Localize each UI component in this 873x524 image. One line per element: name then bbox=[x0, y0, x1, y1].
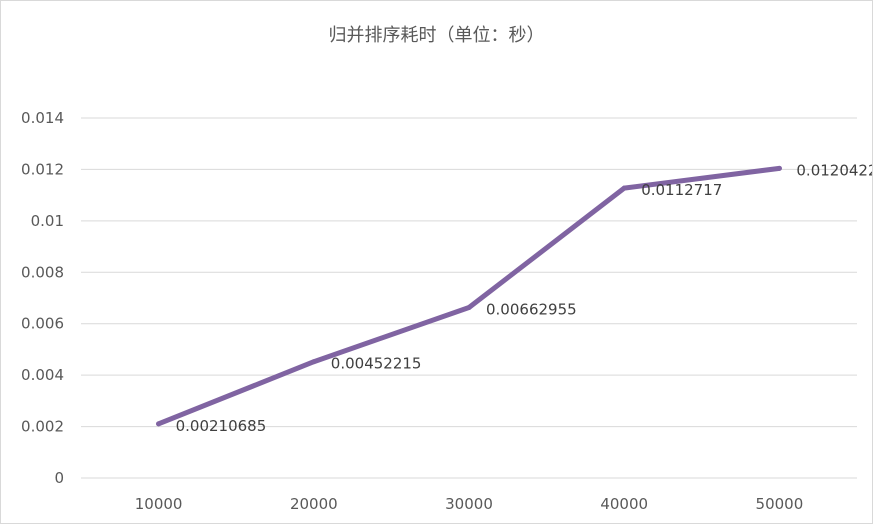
y-tick-label: 0 bbox=[54, 469, 64, 487]
y-tick-label: 0.014 bbox=[21, 109, 64, 127]
data-label: 0.0112717 bbox=[641, 181, 722, 199]
y-tick-label: 0.012 bbox=[21, 160, 64, 178]
data-point bbox=[466, 305, 472, 311]
data-point bbox=[621, 185, 627, 191]
x-tick-label: 50000 bbox=[756, 495, 804, 513]
y-tick-label: 0.006 bbox=[21, 315, 64, 333]
data-labels: 0.00210685 0.00452215 0.00662955 0.0112717 0… bbox=[176, 161, 872, 434]
y-tick-label: 0.004 bbox=[21, 366, 64, 384]
gridlines bbox=[81, 117, 857, 479]
y-axis-tick-labels: 0 0.002 0.004 0.006 0.008 0.01 0.012 0.014 bbox=[21, 109, 64, 487]
series-layer bbox=[156, 165, 782, 427]
x-axis-tick-labels: 10000 20000 30000 40000 50000 bbox=[135, 495, 804, 513]
x-tick-label: 10000 bbox=[135, 495, 183, 513]
data-label: 0.01204225 bbox=[796, 161, 872, 179]
series-line bbox=[156, 165, 782, 427]
y-tick-label: 0.01 bbox=[31, 212, 64, 230]
data-label: 0.00452215 bbox=[331, 355, 422, 373]
data-label: 0.00210685 bbox=[176, 417, 267, 435]
data-point bbox=[776, 165, 782, 171]
y-tick-label: 0.008 bbox=[21, 263, 64, 281]
data-point bbox=[311, 359, 317, 365]
y-tick-label: 0.002 bbox=[21, 418, 64, 436]
data-label: 0.00662955 bbox=[486, 301, 577, 319]
x-tick-label: 20000 bbox=[290, 495, 338, 513]
data-point bbox=[156, 421, 162, 427]
x-tick-label: 40000 bbox=[600, 495, 648, 513]
chart-title: 归并排序耗时（单位：秒） bbox=[328, 25, 545, 46]
x-tick-label: 30000 bbox=[445, 495, 493, 513]
